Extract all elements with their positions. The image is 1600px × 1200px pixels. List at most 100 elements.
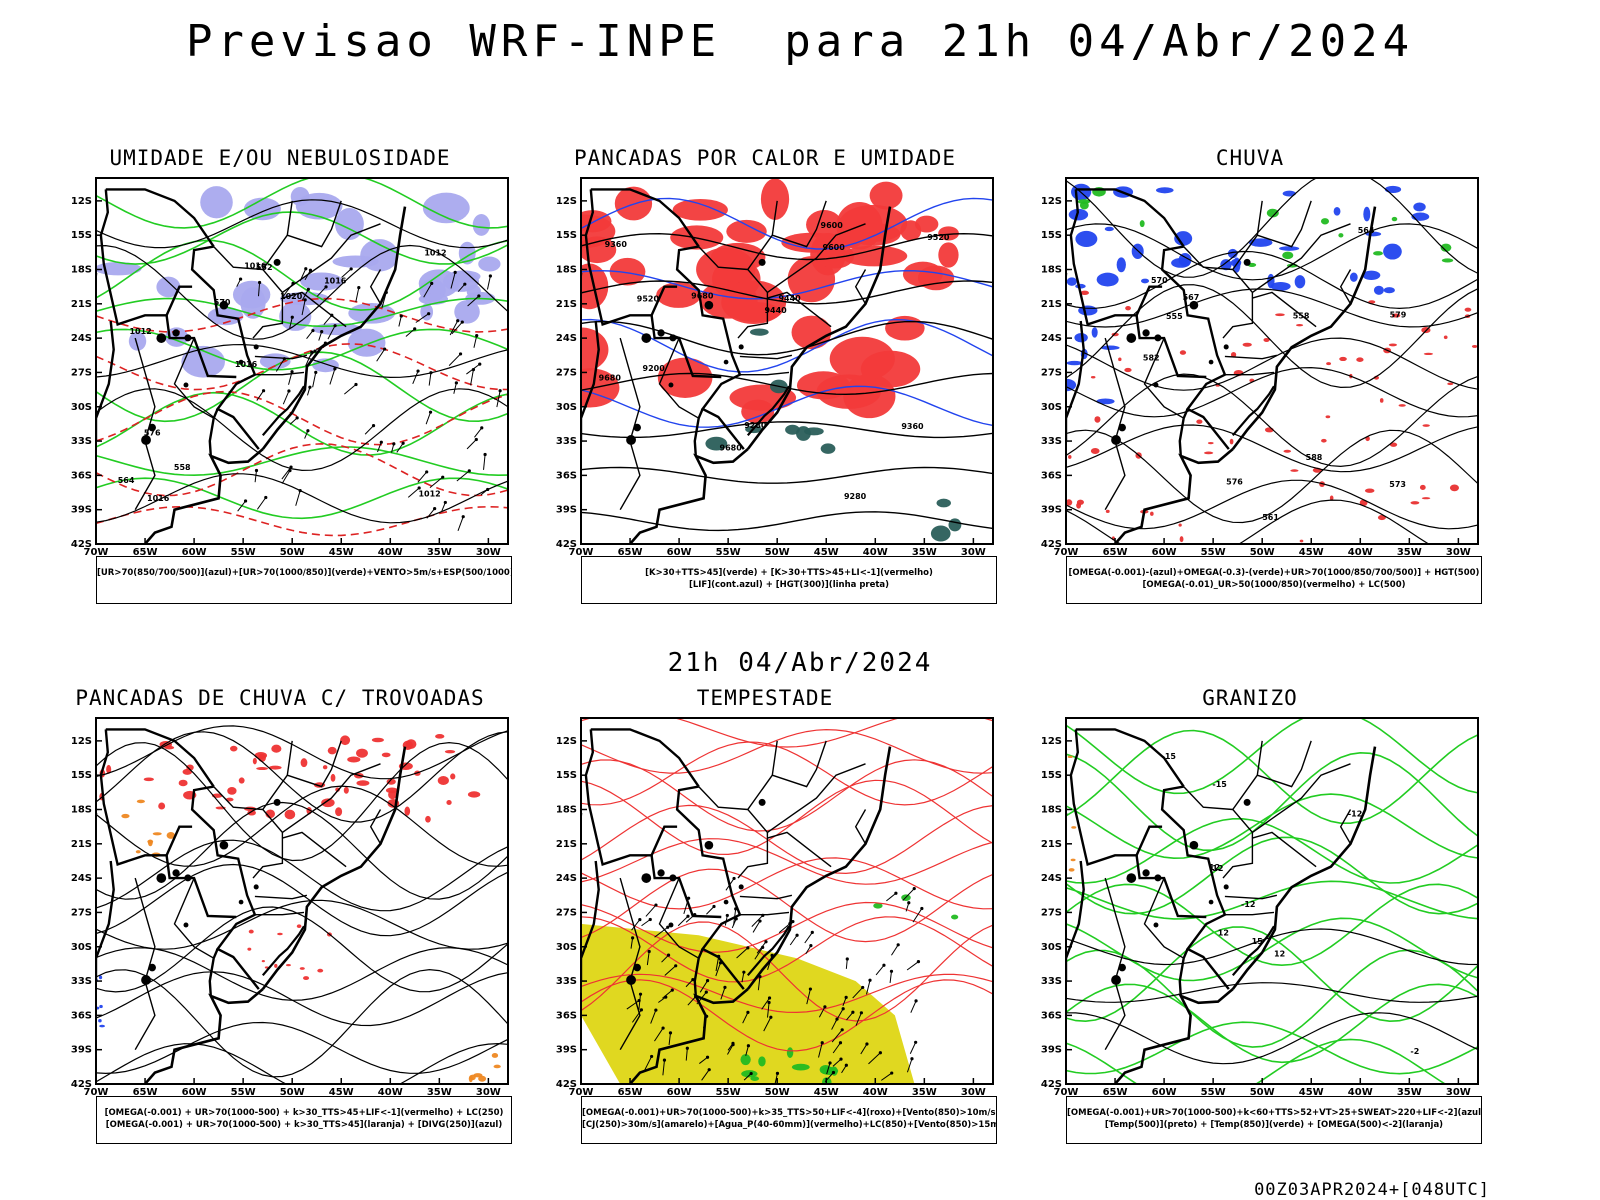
- lat-tick-label: 12S: [1041, 736, 1062, 747]
- contour-label: 573: [1389, 480, 1406, 489]
- convection-area-red: [286, 964, 291, 967]
- wind-vector: [631, 936, 635, 940]
- rain-area-green: [1441, 258, 1454, 263]
- lat-tick-label: 30S: [71, 942, 92, 953]
- wind-vector: [282, 390, 290, 405]
- wind-vector: [668, 1032, 671, 1046]
- thickness-line-red: [96, 390, 508, 446]
- water-vapor-contour-red: [581, 921, 993, 1022]
- rain-area-blue: [1373, 285, 1384, 295]
- field-layer: [581, 718, 993, 1084]
- lake-blob: [704, 300, 714, 310]
- coastline: [746, 746, 892, 990]
- state-border: [658, 877, 700, 959]
- lat-tick-label: 36S: [1041, 1010, 1062, 1021]
- wind-vector: [889, 969, 894, 973]
- country-border: [693, 408, 704, 456]
- rain-area-green: [1440, 243, 1452, 252]
- state-border: [698, 786, 748, 811]
- streamline: [1066, 429, 1478, 524]
- wind-vector: [758, 919, 762, 923]
- lon-tick-label: 60W: [182, 1087, 207, 1096]
- lif-contour-blue: [581, 269, 993, 300]
- lon-tick-label: 40W: [378, 1087, 403, 1096]
- wind-vector: [804, 932, 813, 944]
- rain-area-red: [1178, 523, 1182, 527]
- wind-vector: [456, 470, 470, 482]
- wind-vector: [638, 994, 642, 1010]
- lat-tick-label: 36S: [556, 1010, 577, 1021]
- country-border: [190, 245, 260, 450]
- wind-vector: [463, 282, 467, 286]
- rain-area-red: [1068, 454, 1072, 459]
- contour-label: 12: [1209, 863, 1220, 872]
- wind-vector: [425, 470, 429, 474]
- wind-vector: [907, 901, 911, 905]
- lake-blob: [723, 359, 729, 365]
- wind-vector: [661, 1026, 665, 1030]
- wind-vector: [909, 1042, 917, 1054]
- wind-vector: [914, 1040, 918, 1044]
- rain-area-blue: [1279, 246, 1300, 251]
- state-border: [854, 809, 867, 845]
- convection-area-red: [386, 778, 396, 785]
- wind-vector: [910, 1000, 917, 1013]
- rain-area-green: [1338, 233, 1344, 238]
- wind-vector: [674, 964, 678, 968]
- lake-blob: [1243, 798, 1251, 806]
- contour-label: 9360: [605, 240, 628, 249]
- wind-vector: [480, 426, 484, 430]
- wind-vector: [705, 1055, 710, 1059]
- wind-vector: [256, 390, 264, 401]
- wind-vector: [654, 926, 669, 938]
- rain-area-red: [1299, 539, 1304, 543]
- lake-blob: [668, 382, 674, 388]
- streamline: [1066, 366, 1478, 418]
- wind-vector: [314, 370, 318, 374]
- rain-area-red: [1391, 313, 1401, 318]
- lat-tick-label: 21S: [71, 299, 92, 310]
- wind-vector: [654, 903, 658, 907]
- rain-area-red: [1377, 515, 1386, 521]
- lake-blob: [1154, 334, 1162, 342]
- wind-vector: [757, 976, 761, 991]
- panel-granizo: GRANIZO -12 -12 -15 -15 12 12 12 12 -2 15 12S 15S 18…: [1030, 686, 1510, 1146]
- rain-area-red: [1421, 497, 1431, 500]
- state-border: [213, 246, 263, 271]
- country-border: [105, 728, 215, 788]
- rain-area-red: [1339, 356, 1347, 362]
- wind-vector: [423, 283, 433, 298]
- lake-blob: [641, 333, 652, 343]
- contour-label: 9520: [637, 294, 660, 303]
- humidity-area-blue: [347, 328, 386, 357]
- height-contour-black: [581, 511, 993, 532]
- wind-vector: [662, 1058, 667, 1062]
- rain-area-red: [1325, 415, 1331, 419]
- contour-label: -15: [1212, 780, 1227, 789]
- lake-blob: [758, 258, 766, 266]
- run-timestamp: 00Z03APR2024+[048UTC]: [1254, 1180, 1490, 1200]
- convection-area-red: [343, 786, 349, 794]
- wind-vector: [920, 906, 924, 911]
- lat-tick-label: 30S: [1041, 942, 1062, 953]
- wind-vector: [289, 417, 298, 425]
- wind-vector: [838, 1041, 843, 1045]
- rain-area-blue: [1383, 287, 1395, 294]
- lake-blob: [1126, 333, 1137, 343]
- convection-area-red: [186, 764, 194, 771]
- streamline: [96, 1021, 508, 1075]
- state-border: [767, 291, 832, 328]
- coastline: [746, 206, 892, 450]
- convection-area-red: [356, 748, 368, 758]
- rain-area-blue: [1078, 305, 1098, 316]
- rain-area-green: [1320, 218, 1330, 225]
- wind-vector: [745, 1045, 749, 1056]
- wind-vector: [443, 500, 447, 505]
- wind-vector: [457, 283, 466, 292]
- wind-vector: [865, 1042, 869, 1046]
- divergence-area-blue: [99, 1004, 103, 1009]
- streamline: [96, 947, 508, 1001]
- convection-area-red: [261, 960, 265, 963]
- omega-area-orange: [1067, 755, 1073, 759]
- state-border: [1183, 246, 1233, 271]
